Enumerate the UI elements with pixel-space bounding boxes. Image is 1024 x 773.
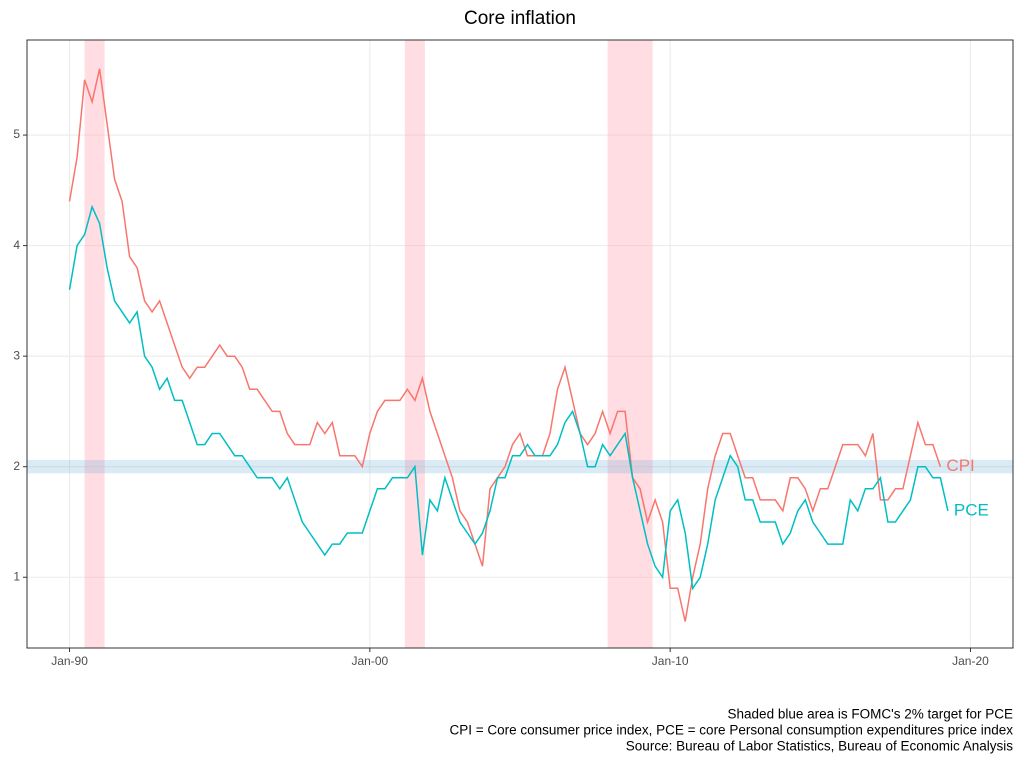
series-label: PCE xyxy=(954,500,989,519)
series-line xyxy=(68,68,942,622)
shaded-period xyxy=(404,40,425,648)
caption: CPI = Core consumer price index, PCE = c… xyxy=(449,723,1013,738)
x-tick-label: Jan-20 xyxy=(952,654,989,668)
y-tick-label: 4 xyxy=(13,238,20,252)
caption: Shaded blue area is FOMC's 2% target for… xyxy=(728,707,1013,722)
chart-title: Core inflation xyxy=(464,8,576,29)
y-tick-label: 1 xyxy=(13,569,20,583)
target-band xyxy=(27,460,1013,474)
y-tick-label: 3 xyxy=(13,348,20,362)
plot-border xyxy=(26,39,1014,649)
y-tick-label: 5 xyxy=(13,127,20,141)
shaded-period xyxy=(607,40,653,648)
caption: Source: Bureau of Labor Statistics, Bure… xyxy=(626,739,1013,754)
x-tick-label: Jan-90 xyxy=(51,654,88,668)
series-label: CPI xyxy=(946,456,974,475)
shaded-period xyxy=(84,40,105,648)
x-tick-label: Jan-00 xyxy=(351,654,388,668)
x-tick-label: Jan-10 xyxy=(652,654,689,668)
y-tick-label: 2 xyxy=(13,459,20,473)
series-line xyxy=(68,204,949,591)
